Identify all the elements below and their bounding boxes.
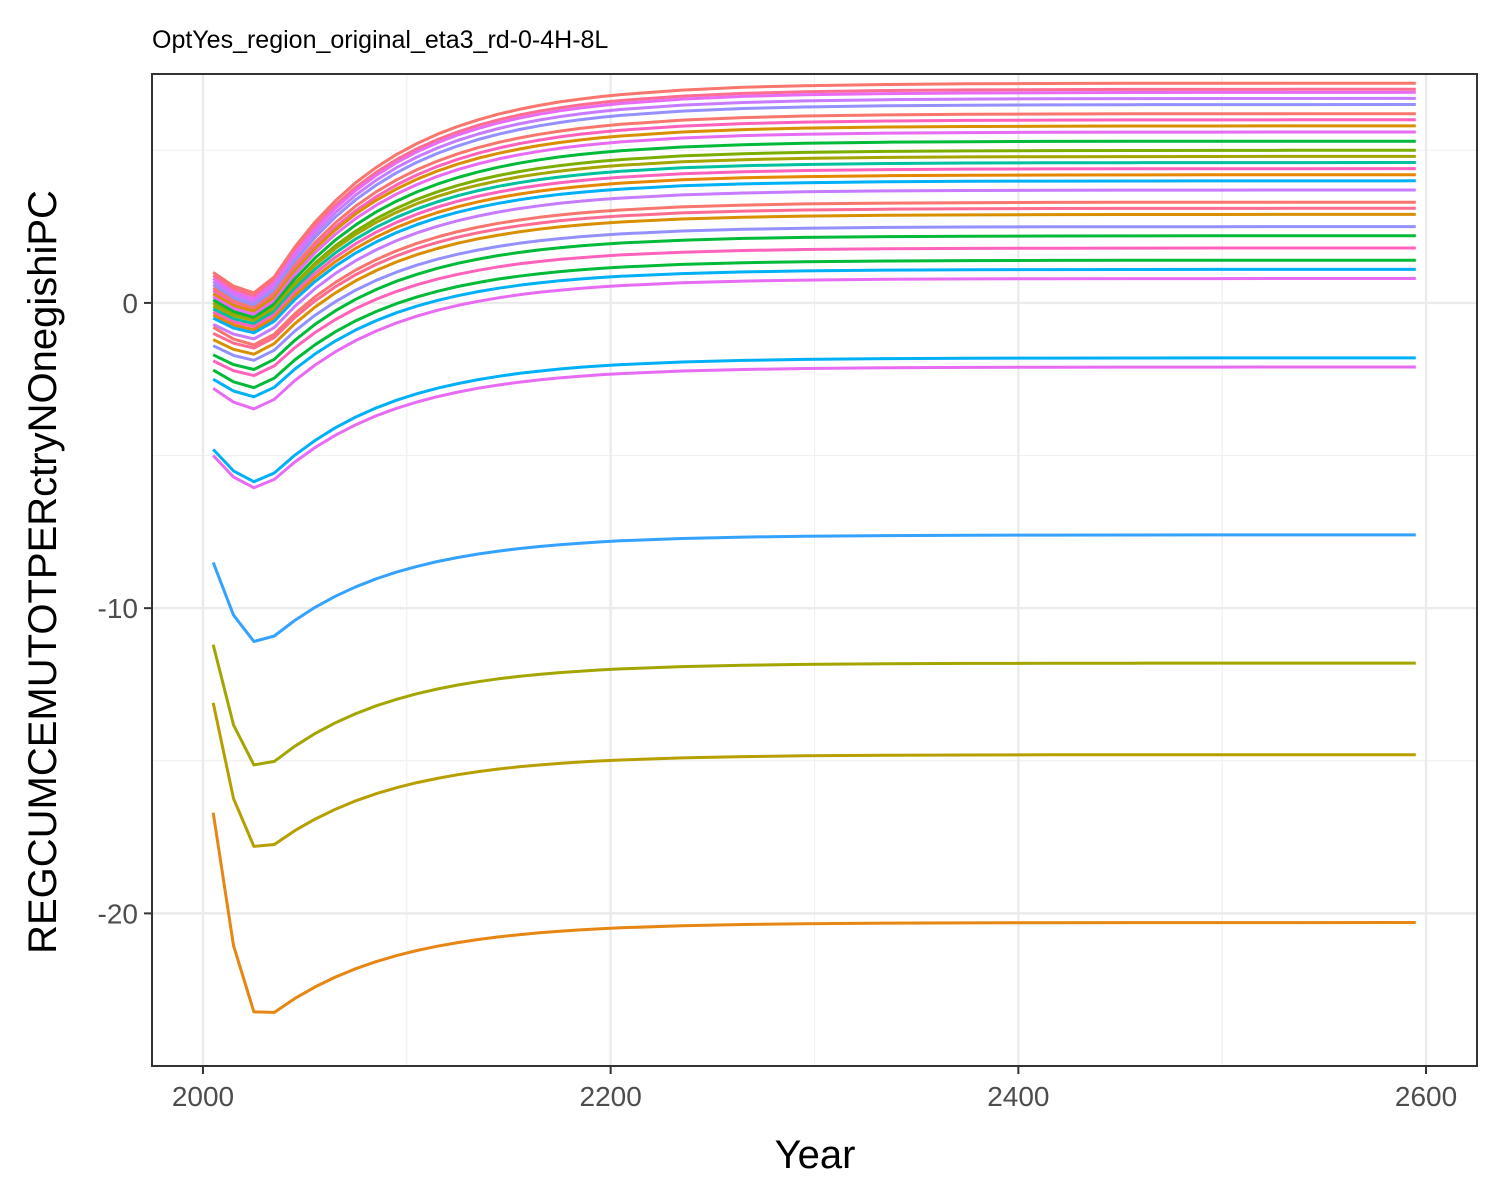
series-line-16 — [212, 179, 1416, 335]
series-line-32 — [211, 812, 1416, 1014]
series-line-6 — [212, 112, 1416, 310]
series-line-8 — [212, 124, 1416, 313]
series-line-27 — [212, 356, 1416, 484]
series-lines — [211, 81, 1416, 1014]
chart-title: OptYes_region_original_eta3_rd-0-4H-8L — [152, 26, 608, 54]
x-tick-label: 2200 — [580, 1081, 642, 1112]
series-line-26 — [212, 277, 1416, 411]
series-line-23 — [212, 246, 1416, 378]
series-line-5 — [212, 103, 1416, 307]
series-line-10 — [212, 139, 1416, 319]
x-tick-label: 2000 — [172, 1081, 234, 1112]
series-line-9 — [212, 130, 1416, 316]
series-line-21 — [212, 225, 1416, 362]
plot-panel-border — [151, 73, 1478, 1067]
series-line-13 — [212, 161, 1416, 326]
series-line-1 — [212, 81, 1416, 295]
series-line-28 — [212, 365, 1416, 490]
x-axis: 2000 2200 2400 2600 — [172, 1066, 1457, 1112]
series-line-29 — [211, 533, 1416, 643]
series-line-24 — [212, 258, 1416, 390]
series-line-3 — [212, 90, 1416, 301]
series-line-17 — [212, 188, 1416, 341]
series-line-14 — [212, 167, 1416, 329]
y-tick-label: -10 — [98, 593, 138, 624]
series-line-18 — [212, 200, 1416, 347]
series-line-30 — [211, 644, 1416, 767]
series-line-31 — [211, 702, 1416, 848]
y-axis-title: REGCUMCEMUTOTPERctryNOnegishiPC — [21, 190, 65, 954]
series-line-20 — [212, 212, 1416, 356]
series-line-25 — [212, 267, 1416, 399]
series-line-19 — [212, 206, 1416, 350]
series-line-11 — [212, 148, 1416, 322]
series-line-15 — [212, 173, 1416, 332]
x-axis-title: Year — [775, 1133, 856, 1177]
series-line-4 — [212, 96, 1416, 304]
x-tick-label: 2400 — [987, 1081, 1049, 1112]
grid — [152, 74, 1477, 1066]
y-tick-label: 0 — [122, 288, 138, 319]
y-tick-label: -20 — [98, 898, 138, 929]
series-line-12 — [212, 154, 1416, 323]
series-line-2 — [212, 87, 1416, 298]
x-tick-label: 2600 — [1395, 1081, 1457, 1112]
series-line-22 — [212, 234, 1416, 371]
y-axis: -20 -10 0 — [98, 288, 152, 929]
